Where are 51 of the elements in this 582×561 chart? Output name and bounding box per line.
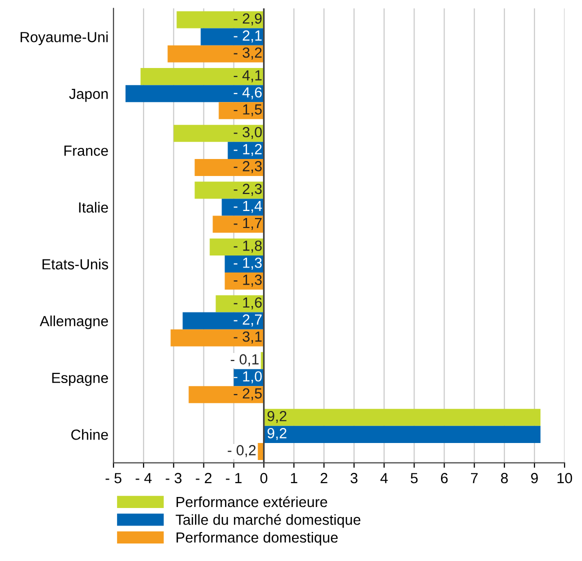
data-label: - 1,6 — [234, 297, 262, 310]
data-label: 9,2 — [268, 428, 286, 440]
data-label: - 4,1 — [234, 70, 262, 82]
data-label: - 3,2 — [234, 47, 262, 60]
data-label: - 1,0 — [234, 371, 262, 384]
data-label: - 1,2 — [234, 144, 262, 156]
data-label: - 3,1 — [234, 331, 262, 344]
y-tick-label: Royaume-Uni — [20, 32, 108, 46]
data-label: - 1,7 — [234, 218, 262, 230]
x-tick-label: - 2 — [196, 472, 212, 484]
x-tick-label: 0 — [260, 472, 268, 484]
y-tick-label: France — [64, 146, 108, 156]
data-label: - 2,3 — [234, 184, 262, 196]
y-tick-label: Japon — [69, 88, 108, 102]
x-tick-label: 3 — [350, 472, 358, 484]
data-label: - 1,3 — [234, 258, 262, 270]
data-label: - 2,7 — [234, 314, 262, 326]
data-label: - 1,8 — [234, 240, 262, 253]
data-label: - 0,1 — [230, 354, 259, 366]
y-tick-label: Espagne — [52, 372, 108, 386]
data-label: - 2,1 — [234, 30, 262, 42]
x-tick-label: 7 — [471, 473, 478, 484]
y-tick-label: Allemagne — [40, 316, 108, 330]
data-label: 9,2 — [268, 410, 286, 424]
x-tick-label: - 4 — [136, 473, 152, 484]
data-label: - 1,3 — [234, 274, 262, 287]
x-tick-label: - 1 — [226, 473, 242, 484]
data-label: - 2,9 — [234, 13, 262, 26]
x-tick-label: 4 — [380, 473, 388, 484]
x-tick-label: - 5 — [106, 473, 122, 484]
legend-label: Performance extérieure — [176, 496, 328, 508]
data-label: - 0,2 — [228, 445, 256, 458]
y-tick-label: Italie — [79, 202, 108, 213]
data-label: - 1,5 — [234, 104, 262, 116]
data-label: - 3,0 — [234, 126, 262, 140]
x-tick-label: 5 — [410, 473, 418, 484]
y-tick-label: Chine — [71, 429, 108, 440]
y-tick-label: Etats-Unis — [42, 258, 108, 270]
data-label: - 1,4 — [234, 200, 262, 213]
x-tick-label: 6 — [440, 472, 448, 484]
data-label: - 4,6 — [234, 87, 262, 100]
x-tick-label: 8 — [500, 472, 508, 484]
x-tick-label: 2 — [320, 472, 328, 484]
legend-label: Performance domestique — [176, 532, 338, 546]
x-tick-label: 10 — [558, 472, 572, 484]
x-tick-label: 1 — [290, 473, 298, 484]
x-tick-label: 9 — [531, 472, 538, 484]
legend-label: Taille du marché domestique — [176, 514, 360, 528]
data-label: - 2,5 — [234, 388, 262, 400]
x-tick-label: - 3 — [166, 472, 182, 484]
data-label: - 2,3 — [234, 161, 262, 174]
